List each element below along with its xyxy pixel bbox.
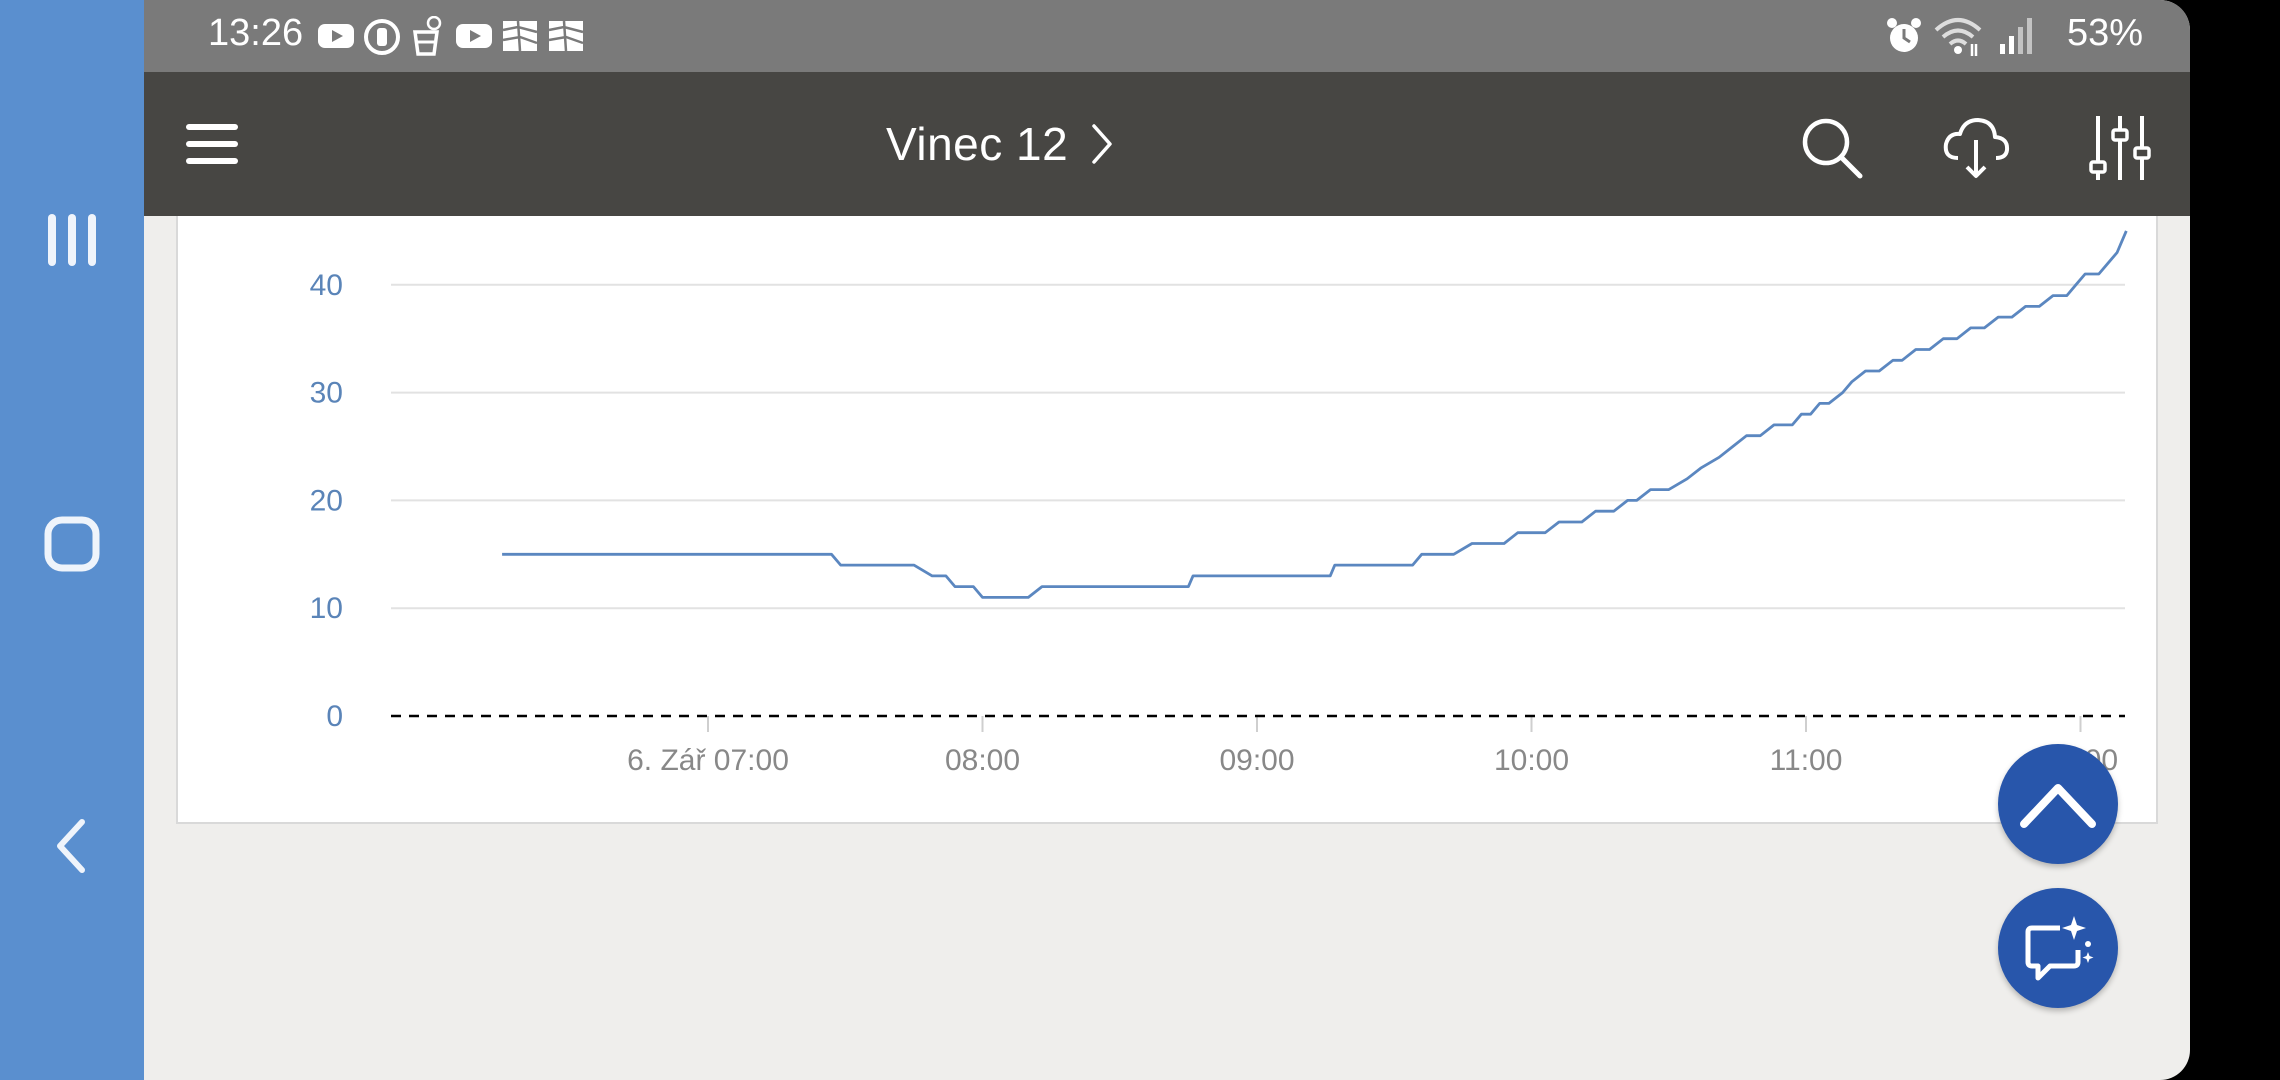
back-button[interactable] (34, 808, 110, 884)
search-icon (1802, 118, 1863, 179)
scroll-to-top-button[interactable] (1998, 744, 2118, 864)
home-button[interactable] (34, 506, 110, 582)
youtube-icon (456, 24, 492, 48)
chart-series (502, 230, 2128, 599)
youtube-icon (318, 24, 354, 48)
filter-sliders-icon (2089, 116, 2151, 180)
status-time: 13:26 (208, 12, 304, 54)
gallery-icon (548, 20, 584, 52)
x-tick-label: 11:00 (1770, 744, 1843, 777)
y-tick-label: 20 (310, 484, 343, 517)
gallery-icon (502, 20, 538, 52)
chevron-right-icon (1092, 124, 1112, 164)
chevron-up-icon (2020, 784, 2096, 828)
recents-button[interactable] (34, 202, 110, 278)
y-tick-label: 30 (310, 377, 343, 410)
y-tick-label: 0 (326, 700, 343, 733)
search-button[interactable] (1796, 112, 1868, 184)
recents-icon (48, 214, 96, 266)
alarm-icon (1887, 18, 1921, 52)
alarm-cup-icon (412, 16, 442, 56)
battery-percentage: 53% (2067, 12, 2144, 54)
y-tick-label: 40 (310, 269, 343, 302)
x-tick-label: 6. Zář 07:00 (627, 744, 789, 777)
wifi-icon (1934, 18, 1982, 56)
navigation-bar (0, 0, 144, 1080)
app-screen: 13:26 (144, 0, 2190, 1080)
chart-card: 0 10 20 30 40 6. Zář 07:00 08:00 09:00 10:00 11:… (176, 216, 2158, 824)
ai-chat-sparkle-icon (2025, 916, 2094, 981)
x-axis-tick-marks (707, 716, 2082, 732)
title-selector[interactable]: Vinec 12 (886, 72, 1114, 216)
y-tick-label: 10 (310, 592, 343, 625)
cloud-download-icon (1943, 118, 2010, 178)
menu-button[interactable] (180, 112, 244, 176)
cloud-download-button[interactable] (1940, 112, 2012, 184)
chart-gridlines (391, 283, 2125, 610)
x-tick-label: 09:00 (1219, 744, 1294, 777)
ai-assistant-button[interactable] (1998, 888, 2118, 1008)
x-tick-label: 10:00 (1494, 744, 1569, 777)
signal-icon (2000, 18, 2032, 54)
home-icon (44, 516, 100, 572)
timer-icon (364, 19, 400, 55)
menu-icon (186, 124, 238, 164)
line-chart[interactable]: 0 10 20 30 40 6. Zář 07:00 08:00 09:00 10:00 11:… (178, 216, 2160, 824)
x-tick-label: 08:00 (945, 744, 1020, 777)
status-bar: 13:26 (144, 0, 2190, 72)
app-bar: Vinec 12 (144, 72, 2190, 216)
back-icon (57, 819, 85, 873)
y-axis-labels: 0 10 20 30 40 (310, 269, 343, 733)
filter-button[interactable] (2084, 112, 2156, 184)
page-title: Vinec 12 (886, 118, 1069, 170)
series-line-0 (502, 230, 2128, 599)
